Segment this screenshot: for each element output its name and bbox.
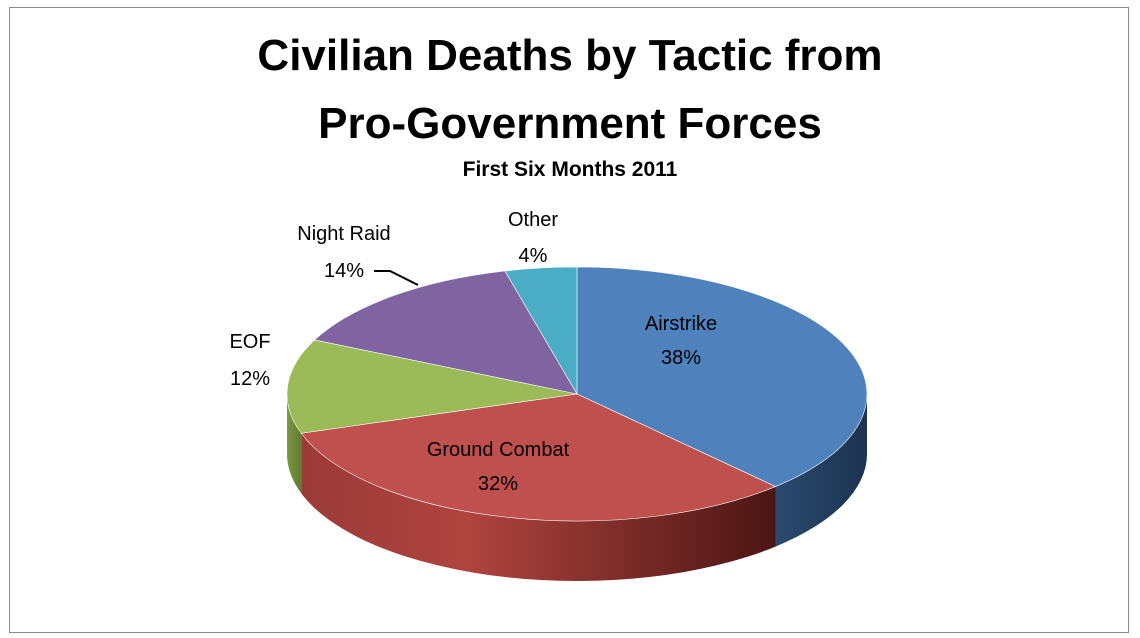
chart-subtitle: First Six Months 2011 bbox=[462, 158, 678, 181]
data-label-airstrike-value: 38% bbox=[661, 347, 701, 369]
data-label-eof-name: EOF bbox=[229, 331, 270, 353]
data-label-ground-combat-name: Ground Combat bbox=[427, 439, 570, 461]
chart-title-line-1: Civilian Deaths by Tactic from bbox=[257, 31, 883, 80]
data-label-airstrike-name: Airstrike bbox=[645, 313, 717, 335]
pie-slice-eof bbox=[286, 339, 578, 434]
pie-slice-night-raid bbox=[313, 270, 578, 395]
chart-title-line-2: Pro-Government Forces bbox=[318, 99, 822, 148]
data-label-night-raid-value: 14% bbox=[324, 260, 364, 282]
pie-slice-ground-combat bbox=[300, 393, 777, 522]
data-label-other-name: Other bbox=[508, 209, 558, 231]
pie-side-ground-combat bbox=[301, 433, 776, 582]
pie-side-airstrike bbox=[775, 394, 868, 547]
data-label-eof-value: 12% bbox=[230, 368, 270, 390]
leader-line-night-raid bbox=[374, 270, 419, 286]
data-label-other-value: 4% bbox=[519, 245, 548, 267]
data-label-night-raid-name: Night Raid bbox=[297, 223, 390, 245]
pie-side-eof bbox=[287, 394, 302, 494]
data-label-ground-combat-value: 32% bbox=[478, 473, 518, 495]
pie-slice-airstrike bbox=[576, 266, 868, 487]
pie-slice-other bbox=[504, 266, 578, 396]
